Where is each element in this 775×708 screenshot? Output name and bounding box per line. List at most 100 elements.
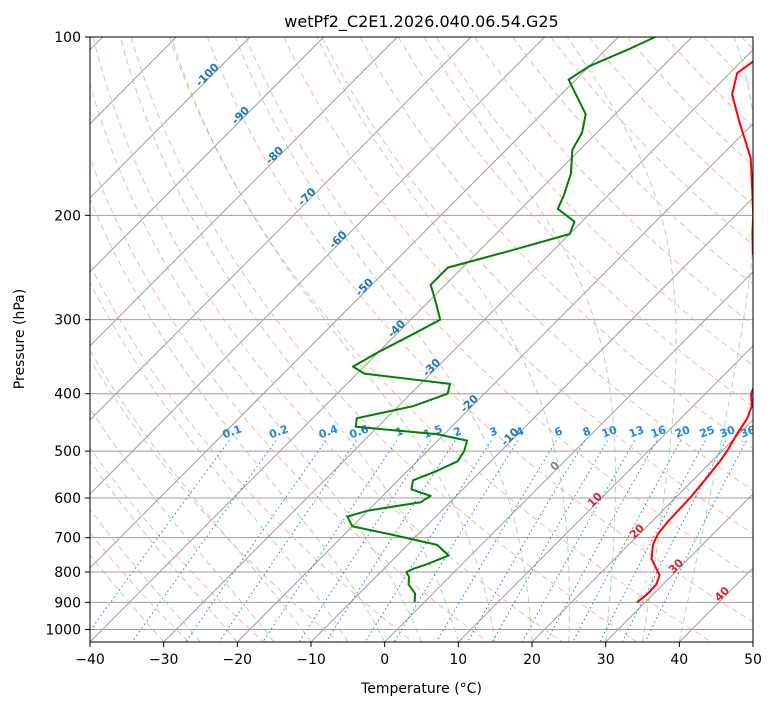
mixing-ratio-label: 0.1 [221, 422, 244, 441]
isotherm-line [531, 419, 753, 642]
x-tick-label: 30 [597, 652, 615, 668]
y-tick-label: 300 [54, 313, 81, 329]
plot-frame [89, 36, 754, 643]
dry-adiabat [90, 263, 414, 642]
mixing-ratio-label: 10 [600, 423, 619, 441]
mixing-ratio-label: 6 [553, 424, 565, 439]
isotherm-line [457, 345, 753, 642]
dry-adiabat [359, 37, 753, 449]
moist-adiabat [423, 37, 616, 642]
mixing-ratio-line [185, 440, 327, 642]
x-tick-label: 20 [523, 652, 541, 668]
mixing-ratio-label: 8 [581, 424, 593, 439]
x-tick-label: −20 [223, 652, 253, 668]
mixing-ratio-label: 16 [649, 423, 668, 441]
dry-adiabat [90, 446, 264, 642]
y-tick-label: 500 [54, 444, 81, 460]
x-tick-label: 0 [380, 652, 389, 668]
mixing-ratio-line [435, 440, 557, 642]
moist-adiabat [90, 197, 386, 642]
y-tick-label: 200 [54, 208, 81, 224]
dry-adiabat [90, 358, 339, 642]
x-tick-label: 40 [670, 652, 688, 668]
moist-adiabat [566, 37, 677, 642]
x-tick-label: 50 [744, 652, 762, 668]
dry-adiabat [588, 37, 753, 206]
moist-adiabat [90, 281, 349, 642]
mixing-ratio-label: 1.5 [422, 422, 445, 441]
mixing-ratio-label: 0.2 [267, 422, 290, 441]
mixing-ratio-line [599, 440, 706, 642]
isotherm-line [236, 123, 753, 642]
dry-adiabat [168, 37, 712, 642]
moist-adiabat [316, 37, 570, 642]
isotherm-line [163, 48, 753, 642]
mixing-ratio-line [218, 440, 357, 642]
dry-adiabat [92, 37, 563, 642]
y-tick-label: 800 [54, 565, 81, 581]
isotherm-line [605, 493, 753, 642]
isotherm-line [90, 37, 324, 273]
isotherm-line [384, 271, 753, 642]
moist-adiabat [90, 407, 275, 642]
mixing-ratio-line [364, 440, 492, 642]
mixing-ratio-line [644, 440, 747, 642]
mixing-ratio-line [90, 440, 230, 632]
x-tick-label: −10 [296, 652, 326, 668]
x-tick-label: 10 [449, 652, 467, 668]
dry-adiabat [435, 37, 753, 367]
moist-adiabat [90, 508, 201, 642]
y-axis-title: Pressure (hPa) [12, 289, 28, 389]
dewpoint-profile [346, 37, 656, 603]
isotherm-line [90, 37, 398, 347]
temperature-profile [636, 60, 753, 604]
isotherm-line [90, 37, 619, 569]
y-tick-label: 900 [54, 595, 81, 611]
dry-adiabat [550, 37, 753, 246]
mixing-ratio-label: 30 [718, 423, 737, 441]
y-tick-label: 600 [54, 491, 81, 507]
y-tick-label: 700 [54, 531, 81, 547]
moist-adiabat [170, 37, 496, 642]
mixing-ratio-label: 4 [514, 424, 526, 439]
mixing-ratio-line [262, 440, 398, 642]
dry-adiabat [90, 531, 190, 642]
chart-title: wetPf2_C2E1.2026.040.06.54.G25 [284, 12, 558, 32]
y-tick-label: 1000 [45, 622, 81, 638]
x-tick-label: −40 [75, 652, 105, 668]
mixing-ratio-line [491, 440, 608, 642]
moist-adiabat [90, 460, 238, 642]
mixing-ratio-label: 0.4 [317, 422, 340, 441]
mixing-ratio-label: 20 [673, 423, 692, 441]
mixing-ratio-label: 25 [698, 423, 717, 440]
moist-adiabat [90, 349, 312, 642]
moist-adiabat [119, 37, 459, 642]
isotherm-line [90, 37, 472, 421]
moist-adiabat [90, 82, 422, 642]
isotherm-line [90, 37, 545, 495]
mixing-ratio-label: 2 [452, 424, 464, 439]
y-tick-label: 100 [54, 30, 81, 46]
moist-adiabat [90, 554, 165, 642]
plot-area: 0.1 0.2 0.4 0.6 1 1.5 2 3 4 6 8 10 13 16 20 25 30 36-100-… [90, 37, 753, 642]
x-axis-title: Temperature (°C) [360, 681, 482, 697]
dry-adiabat [397, 37, 753, 408]
mixing-ratio-line [131, 440, 277, 642]
mixing-ratio-line [467, 440, 586, 642]
dry-adiabat [130, 37, 638, 642]
dry-adiabat [283, 37, 753, 535]
dry-adiabat [207, 37, 753, 623]
dry-adiabat [90, 157, 488, 642]
y-tick-label: 400 [54, 387, 81, 403]
x-tick-label: −30 [149, 652, 179, 668]
axes: −40 −30 −20 −10 0 10 20 30 40 5010020030040050060… [45, 30, 762, 668]
mixing-ratio-label: 1 [394, 424, 406, 439]
mixing-ratio-line [621, 440, 727, 642]
isotherm-line [90, 37, 251, 199]
moist-adiabat [678, 37, 753, 642]
moist-adiabat [234, 37, 533, 642]
dry-adiabat [245, 37, 753, 578]
mixing-ratio-label: 13 [627, 423, 646, 440]
